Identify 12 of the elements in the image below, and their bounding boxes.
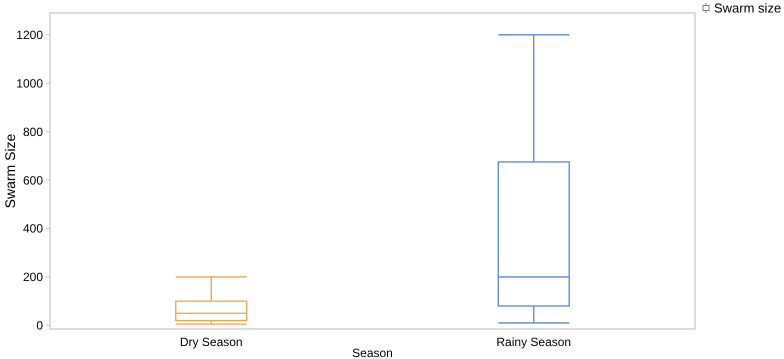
y-tick-label: 200 — [22, 270, 44, 284]
y-tick-label: 0 — [36, 318, 44, 333]
y-tick-label: 800 — [22, 124, 44, 139]
x-tick-label: Dry Season — [180, 335, 243, 349]
text: Swarm size — [714, 0, 782, 16]
y-tick-label: 1000 — [16, 76, 44, 90]
y-tick-label: 400 — [22, 222, 44, 236]
x-tick-label: Rainy Season — [496, 335, 572, 349]
y-tick-label: 600 — [22, 173, 44, 188]
y-tick-label: 1200 — [16, 28, 44, 42]
y-axis-title: Swarm Size — [2, 133, 18, 208]
x-axis-title: Season — [352, 346, 393, 359]
